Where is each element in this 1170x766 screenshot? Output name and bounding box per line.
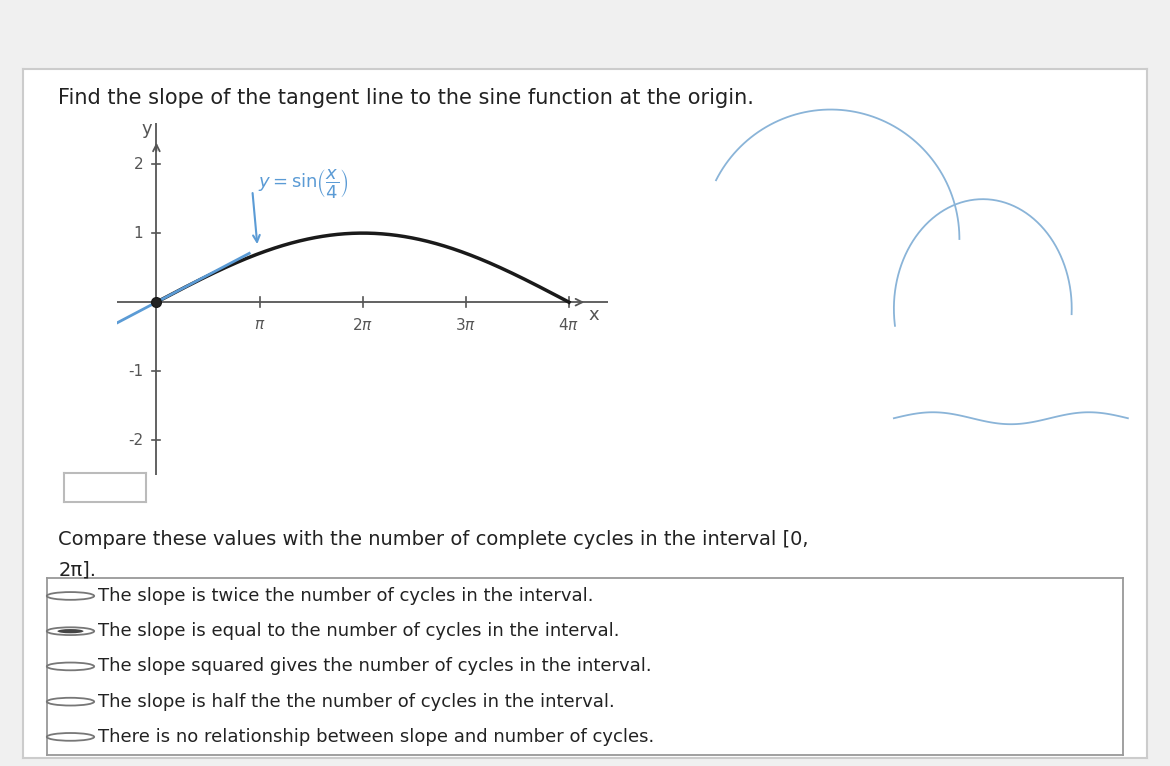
Text: $\pi$: $\pi$ <box>254 317 266 332</box>
Circle shape <box>57 629 83 633</box>
Text: Compare these values with the number of complete cycles in the interval [0,: Compare these values with the number of … <box>58 530 808 549</box>
Text: x: x <box>589 306 599 324</box>
Text: -1: -1 <box>129 364 143 378</box>
Text: $y = \sin\!\left(\dfrac{x}{4}\right)$: $y = \sin\!\left(\dfrac{x}{4}\right)$ <box>259 167 349 200</box>
Text: -2: -2 <box>129 433 143 448</box>
Text: y: y <box>142 119 152 138</box>
Text: The slope is twice the number of cycles in the interval.: The slope is twice the number of cycles … <box>98 587 594 605</box>
Text: The slope is equal to the number of cycles in the interval.: The slope is equal to the number of cycl… <box>98 622 620 640</box>
Text: There is no relationship between slope and number of cycles.: There is no relationship between slope a… <box>98 728 655 746</box>
Text: 2π].: 2π]. <box>58 561 96 580</box>
Text: 1: 1 <box>133 226 143 241</box>
Text: $2\pi$: $2\pi$ <box>352 317 373 333</box>
Text: Find the slope of the tangent line to the sine function at the origin.: Find the slope of the tangent line to th… <box>58 88 755 108</box>
Text: $3\pi$: $3\pi$ <box>455 317 476 333</box>
Text: The slope is half the the number of cycles in the interval.: The slope is half the the number of cycl… <box>98 692 615 711</box>
Text: $4\pi$: $4\pi$ <box>558 317 579 333</box>
Text: The slope squared gives the number of cycles in the interval.: The slope squared gives the number of cy… <box>98 657 652 676</box>
Text: 2: 2 <box>133 156 143 172</box>
